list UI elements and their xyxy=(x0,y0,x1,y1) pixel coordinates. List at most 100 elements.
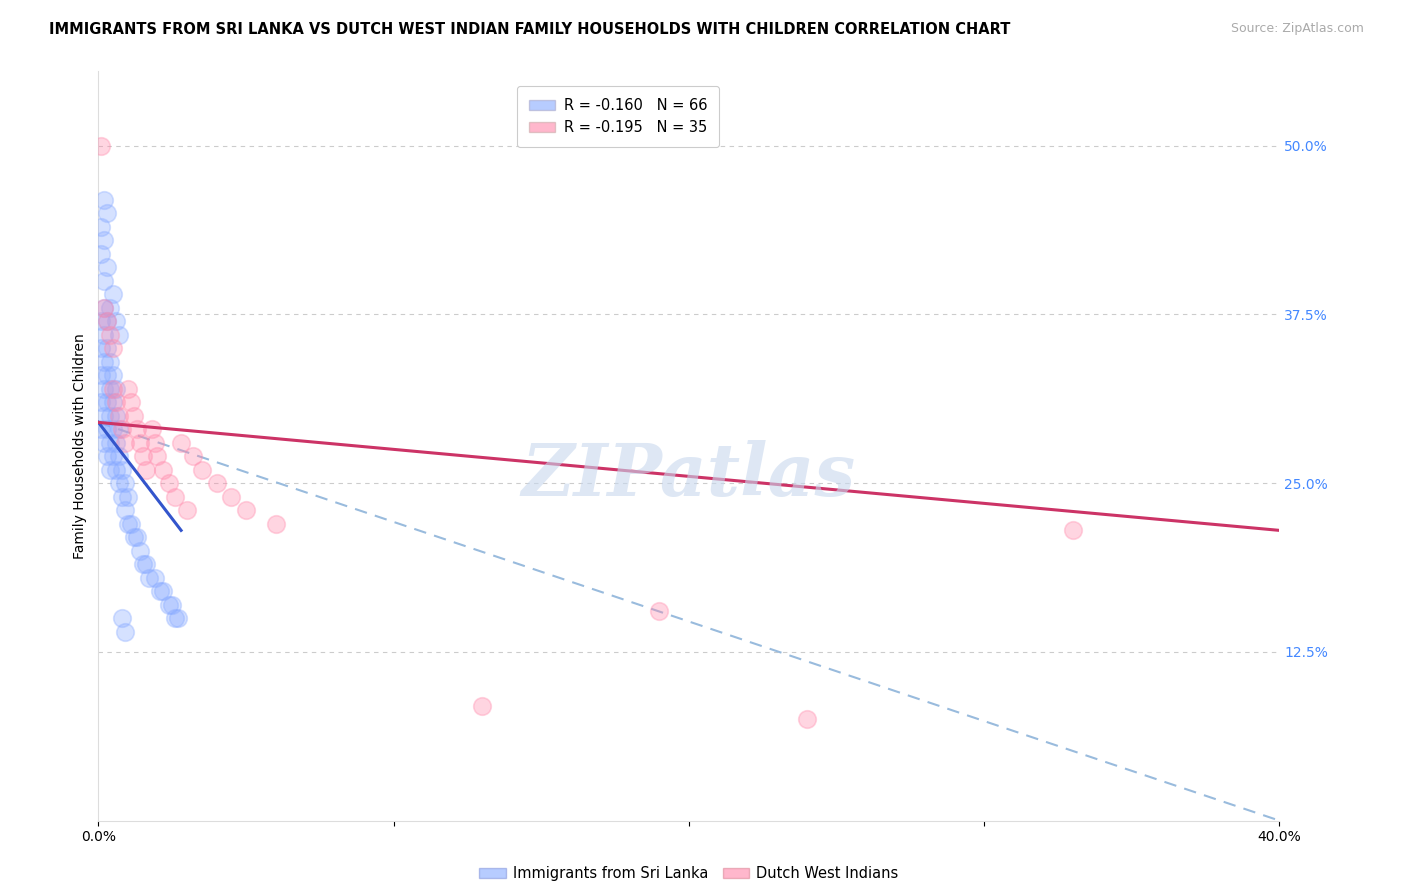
Point xyxy=(796,712,818,726)
Point xyxy=(122,530,145,544)
Point xyxy=(96,341,118,355)
Point xyxy=(93,435,115,450)
Point xyxy=(108,449,131,463)
Point xyxy=(128,543,150,558)
Point xyxy=(114,503,136,517)
Legend: Immigrants from Sri Lanka, Dutch West Indians: Immigrants from Sri Lanka, Dutch West In… xyxy=(479,866,898,880)
Point xyxy=(105,462,128,476)
Point xyxy=(143,571,166,585)
Point xyxy=(103,368,125,383)
Point xyxy=(93,193,115,207)
Point xyxy=(98,409,121,423)
Point xyxy=(98,382,121,396)
Point xyxy=(105,435,128,450)
Point xyxy=(90,219,112,234)
Point xyxy=(181,449,204,463)
Point xyxy=(96,395,118,409)
Point xyxy=(96,422,118,436)
Point xyxy=(114,476,136,491)
Point xyxy=(128,435,150,450)
Point xyxy=(170,435,193,450)
Point xyxy=(93,327,115,342)
Point xyxy=(117,490,139,504)
Point xyxy=(162,598,183,612)
Point xyxy=(152,462,174,476)
Point xyxy=(93,301,115,315)
Point xyxy=(117,382,139,396)
Point xyxy=(176,503,198,517)
Point xyxy=(167,611,190,625)
Point xyxy=(93,382,115,396)
Point xyxy=(138,571,160,585)
Point xyxy=(103,341,125,355)
Point xyxy=(105,314,128,328)
Point xyxy=(90,341,112,355)
Point xyxy=(111,611,134,625)
Point xyxy=(98,435,121,450)
Point xyxy=(648,604,671,618)
Point xyxy=(125,530,148,544)
Point xyxy=(93,409,115,423)
Point xyxy=(105,409,128,423)
Point xyxy=(132,449,155,463)
Point xyxy=(103,449,125,463)
Point xyxy=(105,395,128,409)
Point xyxy=(235,503,257,517)
Point xyxy=(146,449,169,463)
Point xyxy=(117,516,139,531)
Point xyxy=(105,382,128,396)
Point xyxy=(98,354,121,368)
Point xyxy=(165,490,187,504)
Point xyxy=(108,409,131,423)
Point xyxy=(111,462,134,476)
Point xyxy=(96,368,118,383)
Point xyxy=(93,301,115,315)
Point xyxy=(90,314,112,328)
Point xyxy=(98,301,121,315)
Point xyxy=(135,462,157,476)
Point xyxy=(96,260,118,274)
Point xyxy=(122,409,145,423)
Point xyxy=(90,395,112,409)
Point xyxy=(205,476,228,491)
Point xyxy=(96,314,118,328)
Point xyxy=(111,422,134,436)
Point xyxy=(103,395,125,409)
Point xyxy=(191,462,214,476)
Point xyxy=(114,624,136,639)
Point xyxy=(157,598,180,612)
Point xyxy=(143,435,166,450)
Point xyxy=(132,557,155,571)
Y-axis label: Family Households with Children: Family Households with Children xyxy=(73,333,87,559)
Point xyxy=(141,422,163,436)
Point xyxy=(111,490,134,504)
Point xyxy=(96,314,118,328)
Point xyxy=(125,422,148,436)
Point xyxy=(108,327,131,342)
Point xyxy=(152,584,174,599)
Point xyxy=(98,462,121,476)
Point xyxy=(135,557,157,571)
Point xyxy=(103,382,125,396)
Point xyxy=(90,138,112,153)
Text: ZIPatlas: ZIPatlas xyxy=(522,441,856,511)
Point xyxy=(120,516,142,531)
Point xyxy=(90,246,112,260)
Point xyxy=(98,327,121,342)
Point xyxy=(103,422,125,436)
Point xyxy=(149,584,172,599)
Text: Source: ZipAtlas.com: Source: ZipAtlas.com xyxy=(1230,22,1364,36)
Point xyxy=(108,422,131,436)
Point xyxy=(264,516,287,531)
Point xyxy=(157,476,180,491)
Point xyxy=(90,422,112,436)
Point xyxy=(103,287,125,301)
Point xyxy=(96,449,118,463)
Point xyxy=(1062,524,1084,538)
Point xyxy=(165,611,187,625)
Point xyxy=(90,368,112,383)
Point xyxy=(471,698,494,713)
Point xyxy=(93,354,115,368)
Point xyxy=(221,490,243,504)
Point xyxy=(93,274,115,288)
